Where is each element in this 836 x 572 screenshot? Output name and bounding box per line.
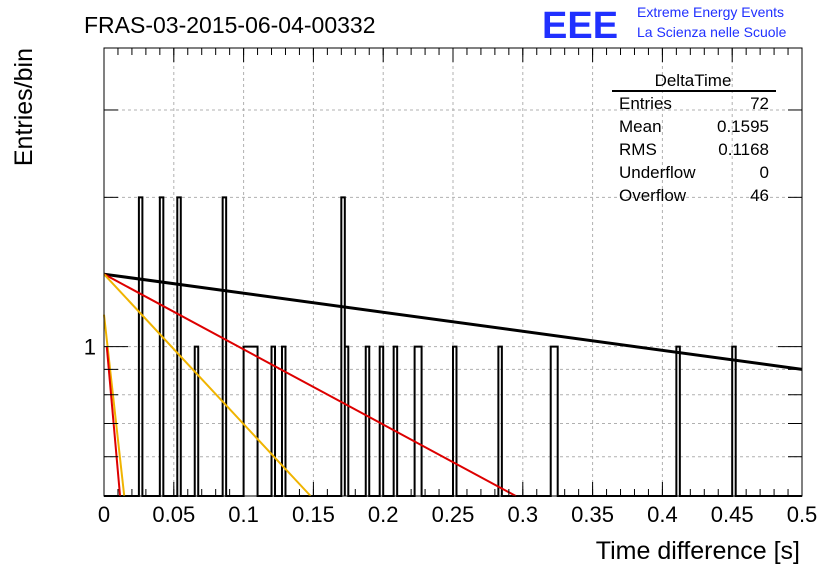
fit-curve [103,273,312,497]
y-tick-label: 1 [84,335,96,360]
fit-curve [103,273,517,497]
stats-row: Entries 72 [619,94,769,113]
x-axis-label: Time difference [s] [596,537,800,565]
stats-value: 46 [750,186,769,205]
stats-box: DeltaTime Entries 72 Mean 0.1595 RMS 0.1… [612,71,776,205]
plot-title: FRAS-03-2015-06-04-00332 [84,12,376,38]
stats-row: Mean 0.1595 [619,117,769,136]
stats-value: 0.1595 [717,117,769,136]
stats-title: DeltaTime [655,71,732,90]
stats-value: 0.1168 [718,140,769,159]
fit-curve [105,346,122,497]
x-tick-label: 0.05 [152,502,195,527]
x-tick-label: 0.35 [571,502,614,527]
fit-curves [103,272,803,497]
stats-value: 0 [760,163,769,182]
stats-label: Mean [619,117,662,136]
x-tick-label: 0.3 [508,502,539,527]
x-tick-label: 0.1 [228,502,259,527]
x-tick-label: 0.15 [292,502,335,527]
stats-row: Overflow 46 [619,186,769,205]
stats-label: Entries [619,94,672,113]
x-tick-label: 0 [98,502,110,527]
x-tick-label: 0.25 [432,502,475,527]
eee-logo-line1: Extreme Energy Events [637,4,784,20]
stats-row: RMS 0.1168 [619,140,769,159]
x-tick-label: 0.5 [787,502,818,527]
eee-logo-line2: La Scienza nelle Scuole [637,24,787,40]
eee-logo: EEE Extreme Energy Events La Scienza nel… [542,4,787,47]
y-axis-label: Entries/bin [10,48,38,166]
axis-ticks [103,48,803,496]
fit-curve [103,314,126,497]
stats-row: Underflow 0 [619,163,769,182]
fit-curve [103,272,803,371]
stats-label: Overflow [619,186,687,205]
x-tick-label: 0.2 [368,502,399,527]
eee-logo-mark: EEE [542,5,618,47]
stats-label: Underflow [619,163,696,182]
stats-value: 72 [750,94,769,113]
stats-label: RMS [619,140,657,159]
x-tick-label: 0.4 [647,502,678,527]
x-tick-label: 0.45 [711,502,754,527]
